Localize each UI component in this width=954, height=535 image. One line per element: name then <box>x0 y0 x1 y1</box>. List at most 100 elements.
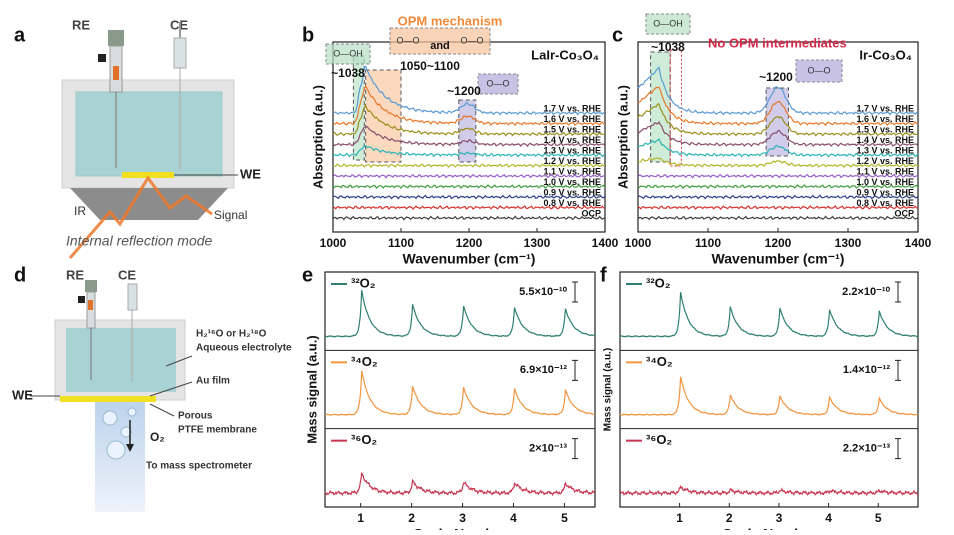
structure-box <box>795 59 843 83</box>
series-label: 1.4 V vs. RHE <box>856 135 914 145</box>
y-axis-label: Absorption (a.u.) <box>310 85 325 189</box>
electrolyte-label: Aqueous electrolyte <box>196 343 292 354</box>
x-tick-label: 1000 <box>625 236 652 250</box>
spectrum <box>332 65 606 116</box>
series-label: 1.6 V vs. RHE <box>543 114 601 124</box>
series-label: 1.1 V vs. RHE <box>856 166 914 176</box>
bubble <box>102 410 118 426</box>
scale-bar-label: 2.2×10⁻¹⁰ <box>842 286 890 298</box>
x-tick-label: 1000 <box>320 236 347 250</box>
highlight-region <box>458 99 477 163</box>
scale-bar-label: 2×10⁻¹³ <box>529 443 567 455</box>
film-label: Au film <box>196 376 230 387</box>
ce-tube <box>127 283 138 311</box>
we-label: WE <box>240 166 261 181</box>
leader <box>149 403 175 417</box>
series-label: 1.2 V vs. RHE <box>543 156 601 166</box>
series-label: OCP <box>581 208 601 218</box>
chart-title: LaIr-Co₃O₄ <box>531 47 599 62</box>
flow-arrow-head <box>126 444 134 452</box>
series-label: 0.8 V vs. RHE <box>856 198 914 208</box>
x-tick-label: 1300 <box>524 236 551 250</box>
scale-bar <box>572 359 578 381</box>
x-tick-label: 1300 <box>835 236 862 250</box>
working-electrode <box>122 172 174 178</box>
series-label: 1.7 V vs. RHE <box>543 103 601 113</box>
series-label: 1.2 V vs. RHE <box>856 156 914 166</box>
signal-label: Signal <box>214 208 247 222</box>
x-tick-label: 3 <box>459 511 466 525</box>
annotation: OPM mechanism <box>398 13 503 28</box>
x-axis-label: Wavenumber (cm⁻¹) <box>712 251 845 267</box>
series-label: 1.6 V vs. RHE <box>856 114 914 124</box>
spectrum <box>332 204 606 211</box>
spectrum <box>637 173 919 179</box>
plot-frame <box>324 271 596 508</box>
x-tick-label: 5 <box>561 511 568 525</box>
spectrum <box>332 125 606 148</box>
spectrum <box>637 194 919 200</box>
x-tick-label: 1100 <box>388 236 414 250</box>
series-label: 1.5 V vs. RHE <box>543 124 601 134</box>
x-tick-label: 1 <box>676 511 683 525</box>
leader <box>165 355 193 367</box>
series-label: 0.8 V vs. RHE <box>543 198 601 208</box>
series-label: 1.7 V vs. RHE <box>856 103 914 113</box>
series-label: 1.4 V vs. RHE <box>543 135 601 145</box>
x-axis-label: Cycle Number <box>722 526 817 530</box>
x-tick-label: 1400 <box>905 236 932 250</box>
annotation: ~1038 <box>651 40 685 54</box>
spectrum <box>332 84 606 127</box>
gas-label: O₂ <box>150 430 165 444</box>
spectrum <box>637 65 919 116</box>
spectrum <box>332 173 606 179</box>
legend-label: ³⁴O₂ <box>351 354 378 369</box>
spectrum <box>637 138 919 158</box>
mass-trace <box>324 370 596 416</box>
spectrum <box>637 204 919 211</box>
series-label: OCP <box>894 208 914 218</box>
scale-bar-label: 6.9×10⁻¹² <box>520 364 567 376</box>
mass-trace <box>324 289 596 338</box>
re-cap <box>85 280 97 292</box>
panel-label: e <box>302 264 313 286</box>
spectrum <box>637 120 919 148</box>
x-tick-label: 4 <box>510 511 517 525</box>
series-label: 1.5 V vs. RHE <box>856 124 914 134</box>
spectrum <box>332 163 606 169</box>
we-label: WE <box>12 387 33 402</box>
spectrum <box>332 183 606 190</box>
destination-label: To mass spectrometer <box>146 461 252 472</box>
x-tick-label: 2 <box>726 511 733 525</box>
electrolyte <box>66 328 176 392</box>
spectrum <box>637 86 919 127</box>
x-tick-label: 5 <box>875 511 882 525</box>
spectrum <box>332 215 606 221</box>
bubble <box>106 440 126 460</box>
panel-label: a <box>14 24 26 46</box>
y-axis-label: Mass signal (a.u.) <box>304 335 319 443</box>
membrane-label: Porous <box>178 411 213 422</box>
annotation: O—OH <box>653 18 683 28</box>
re-element <box>113 66 119 80</box>
spectrum <box>332 104 606 137</box>
legend-label: ³²O₂ <box>351 275 376 290</box>
scale-bar <box>572 438 578 460</box>
mass-trace <box>619 291 919 338</box>
electrolyte <box>75 91 223 177</box>
series-label: 0.9 V vs. RHE <box>543 187 601 197</box>
structure-box <box>645 13 691 35</box>
chart-title: Ir-Co₃O₄ <box>859 47 912 62</box>
annotation: ~1038 <box>331 66 365 80</box>
series-label: 1.0 V vs. RHE <box>856 177 914 187</box>
highlight-region <box>765 87 789 157</box>
legend-label: ³²O₂ <box>646 275 671 290</box>
scale-bar <box>572 281 578 303</box>
ir-beam <box>68 175 213 259</box>
annotation: O—O <box>486 78 509 88</box>
series-label: 1.3 V vs. RHE <box>856 145 914 155</box>
x-tick-label: 1200 <box>765 236 792 250</box>
re-cap <box>108 30 124 46</box>
ir-prism <box>70 188 228 220</box>
